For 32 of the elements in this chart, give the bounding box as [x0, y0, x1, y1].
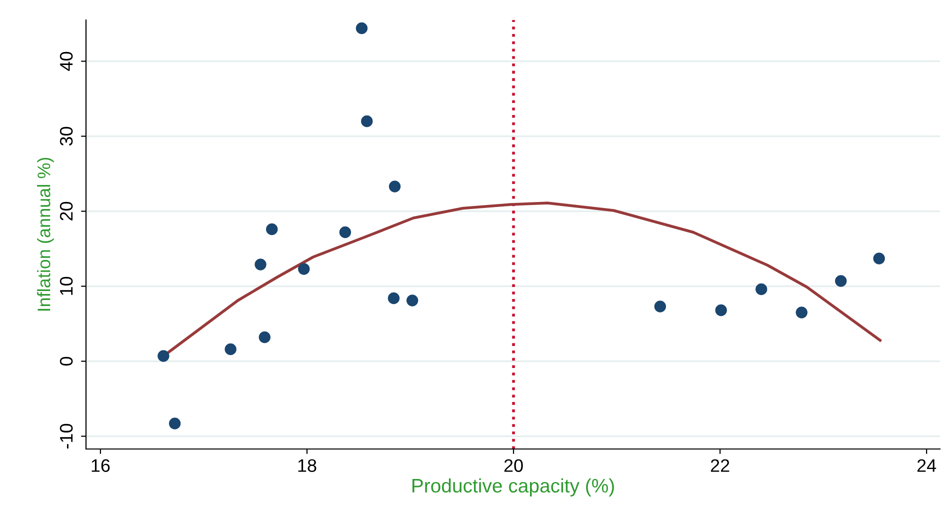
point — [654, 300, 666, 312]
point — [873, 252, 885, 264]
point — [266, 223, 278, 236]
x-tick-label: 24 — [917, 459, 936, 472]
y-axis-title: Inflation (annual %) — [37, 158, 54, 311]
point — [835, 275, 847, 287]
point — [258, 331, 270, 344]
y-tick-label: 10 — [60, 276, 73, 295]
point — [298, 263, 310, 275]
point — [406, 294, 418, 306]
point — [796, 306, 808, 318]
point — [224, 343, 236, 356]
y-tick-label: -10 — [60, 424, 73, 448]
point — [756, 283, 768, 296]
point — [361, 115, 373, 128]
x-axis-title: Productive capacity (%) — [412, 478, 614, 496]
point — [388, 292, 400, 304]
point — [158, 350, 170, 362]
point — [715, 304, 727, 316]
y-tick-label: 0 — [60, 356, 73, 366]
y-tick-label: 20 — [60, 202, 73, 220]
point — [356, 22, 368, 34]
point — [339, 226, 352, 238]
y-tick-label: 40 — [60, 52, 73, 71]
point — [388, 180, 401, 192]
x-tick-label: 18 — [298, 459, 316, 472]
y-tick-label: 30 — [60, 126, 73, 146]
x-tick-label: 16 — [92, 459, 110, 472]
point — [254, 258, 266, 270]
x-tick-label: 22 — [710, 459, 730, 472]
point — [168, 418, 181, 430]
x-tick-label: 20 — [504, 459, 523, 472]
